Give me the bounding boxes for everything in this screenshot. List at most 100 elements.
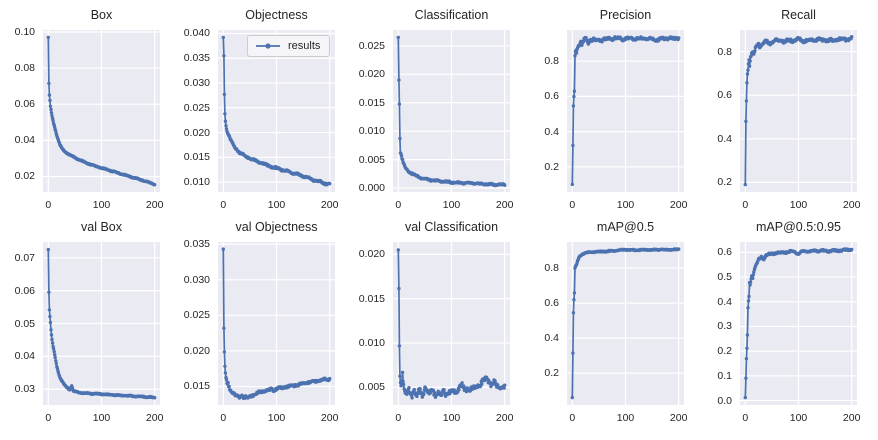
- y-tick-label: 0.8: [544, 55, 559, 68]
- legend-label: results: [288, 40, 321, 52]
- series-marker: [221, 35, 225, 40]
- x-tick-label: 200: [145, 412, 164, 424]
- plot-area: [43, 242, 160, 405]
- y-tick-label: 0.0: [717, 394, 732, 407]
- x-tick-label: 0: [742, 199, 749, 211]
- plot-area: [740, 242, 857, 405]
- plot-title: Box: [90, 8, 113, 22]
- x-tick-label: 200: [669, 412, 688, 424]
- series-marker: [328, 181, 332, 186]
- series-marker: [405, 392, 409, 396]
- series-marker: [396, 248, 400, 252]
- series-marker: [748, 283, 752, 287]
- series-marker: [48, 320, 53, 325]
- series-marker: [570, 395, 574, 400]
- subplot-map05: mAP@0.5 0.2 0.4 0.6 0.8 0 100 200: [522, 214, 692, 431]
- y-tick-label: 0.4: [544, 125, 559, 138]
- x-tick-label: 200: [495, 412, 514, 424]
- series-marker: [747, 294, 751, 299]
- subplot-val-box: val Box 0.03 0.04 0.05 0.06 0.07 0 100 200: [0, 214, 168, 431]
- series-marker: [418, 387, 422, 391]
- series-marker: [223, 119, 228, 123]
- y-tick-label: 0.6: [717, 246, 732, 259]
- y-tick-label: 0.4: [544, 332, 559, 345]
- y-tick-label: 0.025: [358, 39, 385, 52]
- y-tick-label: 0.015: [358, 96, 385, 109]
- x-tick-label: 100: [442, 199, 461, 211]
- x-tick-label: 200: [842, 412, 861, 424]
- series-marker: [51, 347, 56, 351]
- y-tick-label: 0.8: [544, 262, 559, 275]
- plot-area: [393, 30, 510, 192]
- series-marker: [570, 182, 574, 187]
- subplot-box: Box 0.02 0.04 0.06 0.08 0.10 0 100 200: [0, 2, 168, 218]
- series-marker: [503, 183, 507, 187]
- series-marker: [407, 386, 411, 390]
- series-marker: [574, 51, 579, 55]
- subplot-val-objectness: val Objectness 0.015 0.020 0.025 0.030 0.035…: [173, 214, 343, 431]
- series-marker: [573, 54, 577, 58]
- series-marker: [328, 376, 332, 381]
- x-tick-label: 0: [742, 412, 749, 424]
- y-tick-label: 0.8: [717, 45, 732, 58]
- subplot-classification: Classification 0.000 0.005 0.010 0.015 0.020…: [348, 2, 518, 218]
- plot-title: val Box: [81, 220, 122, 234]
- series-marker: [397, 78, 401, 82]
- series-marker: [49, 328, 53, 332]
- series-marker: [46, 247, 50, 252]
- series-marker: [744, 99, 749, 103]
- series-marker: [571, 143, 575, 148]
- series-marker: [756, 41, 761, 46]
- series-marker: [746, 306, 750, 310]
- y-tick-label: 0.2: [717, 345, 732, 358]
- subplot-precision: Precision 0.2 0.4 0.6 0.8 0 100 200: [522, 2, 692, 218]
- x-tick-label: 0: [395, 412, 402, 424]
- series-marker: [153, 183, 157, 187]
- series-marker: [399, 154, 404, 158]
- y-tick-label: 0.6: [544, 297, 559, 310]
- y-tick-label: 0.020: [358, 68, 385, 81]
- x-tick-label: 100: [92, 412, 111, 424]
- y-tick-label: 0.2: [717, 176, 732, 189]
- series-marker: [400, 157, 405, 162]
- series-marker: [572, 94, 576, 99]
- series-marker: [493, 379, 497, 383]
- series-marker: [397, 102, 402, 106]
- y-tick-label: 0.010: [358, 336, 385, 349]
- series-marker: [47, 308, 52, 312]
- subplot-map05-095: mAP@0.5:0.95 0.0 0.1 0.2 0.3 0.4 0.5 0.6 0 100 20…: [695, 214, 865, 431]
- series-marker: [52, 349, 56, 354]
- series-marker: [401, 379, 405, 384]
- y-tick-label: 0.010: [358, 125, 385, 138]
- y-tick-label: 0.05: [14, 317, 35, 330]
- y-tick-label: 0.000: [358, 182, 385, 195]
- x-tick-label: 100: [92, 199, 111, 211]
- x-tick-label: 200: [320, 199, 339, 211]
- series-marker: [751, 273, 755, 277]
- x-tick-label: 100: [789, 199, 808, 211]
- series-marker: [572, 298, 576, 302]
- series-marker: [746, 68, 750, 72]
- series-marker: [223, 364, 227, 368]
- y-tick-label: 0.04: [14, 134, 35, 147]
- series-marker: [397, 344, 402, 348]
- y-tick-label: 0.005: [358, 381, 385, 394]
- series-marker: [850, 35, 854, 39]
- y-tick-label: 0.6: [717, 89, 732, 102]
- subplot-recall: Recall 0.2 0.4 0.6 0.8 0 100 200: [695, 2, 865, 218]
- plot-title: Objectness: [245, 8, 308, 22]
- x-tick-label: 200: [842, 199, 861, 211]
- series-marker: [743, 182, 747, 187]
- plot-title: val Objectness: [235, 220, 318, 234]
- y-tick-label: 0.035: [183, 52, 210, 65]
- y-tick-label: 0.4: [717, 132, 732, 145]
- series-marker: [850, 247, 854, 252]
- y-tick-label: 0.02: [14, 170, 35, 183]
- series-marker: [460, 381, 464, 385]
- y-tick-label: 0.030: [183, 273, 210, 286]
- series-marker: [226, 380, 230, 385]
- x-tick-label: 0: [45, 412, 52, 424]
- y-tick-label: 0.020: [183, 126, 210, 139]
- series-marker: [744, 357, 749, 361]
